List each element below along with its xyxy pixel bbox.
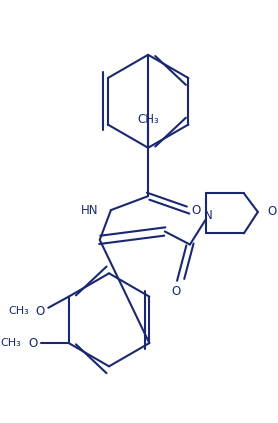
Text: O: O <box>171 285 181 297</box>
Text: CH₃: CH₃ <box>1 338 21 348</box>
Text: O: O <box>191 203 200 217</box>
Text: CH₃: CH₃ <box>8 307 29 316</box>
Text: HN: HN <box>80 203 98 217</box>
Text: O: O <box>35 305 44 318</box>
Text: O: O <box>28 337 37 349</box>
Text: CH₃: CH₃ <box>137 113 159 126</box>
Text: N: N <box>204 209 213 222</box>
Text: O: O <box>267 206 276 218</box>
